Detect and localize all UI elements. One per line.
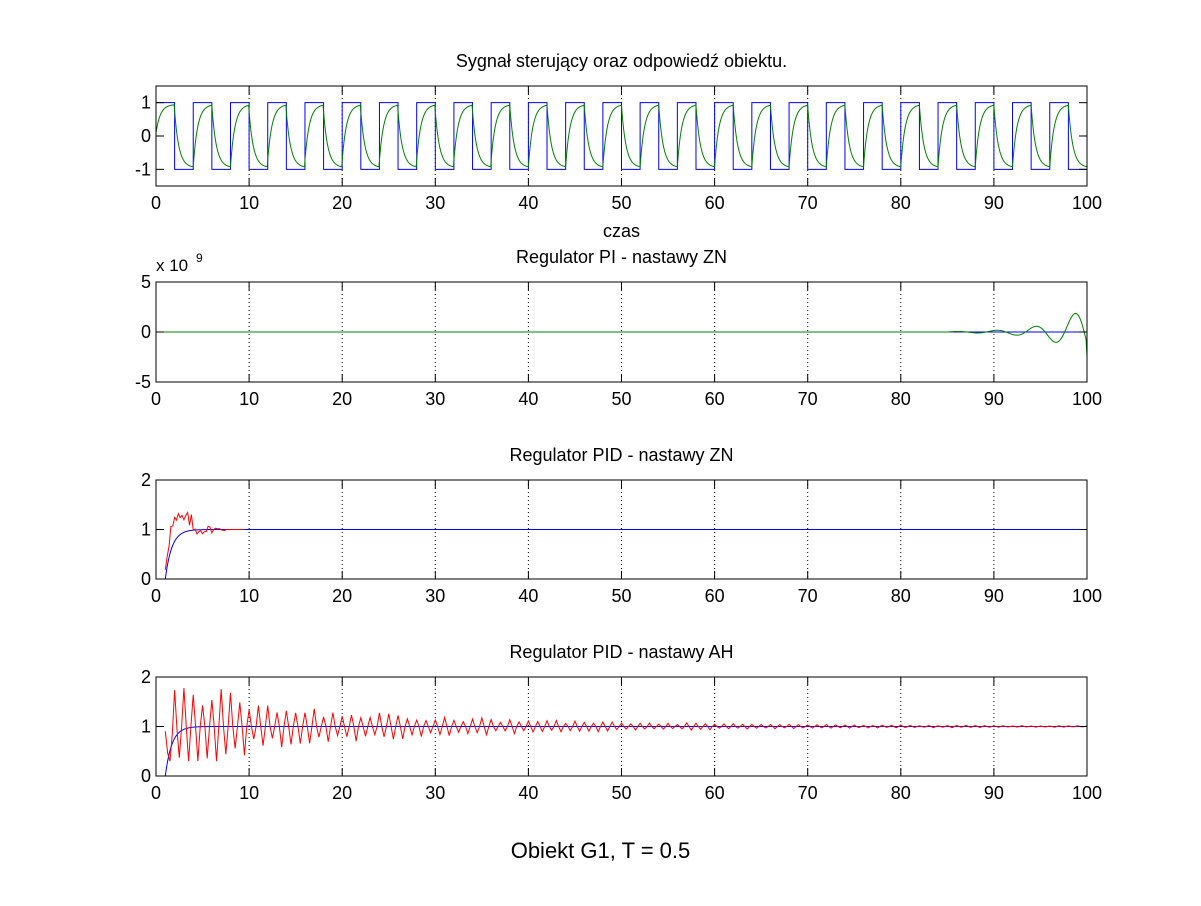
x-tick-label: 10: [239, 389, 259, 409]
x-tick-label: 50: [611, 193, 631, 213]
x-tick-label: 30: [425, 586, 445, 606]
x-tick-label: 100: [1072, 193, 1102, 213]
series-line-1: [155, 102, 1087, 170]
x-tick-label: 100: [1072, 389, 1102, 409]
x-tick-label: 0: [151, 586, 161, 606]
subplot-title: Regulator PID - nastawy AH: [509, 642, 733, 662]
subplot-4: 0 10 20 30 40 50 60 70 80 90 100 0 1 2 Regulator PID -…: [141, 642, 1102, 803]
x-tick-label: 60: [705, 586, 725, 606]
y-tick-label: 1: [141, 520, 151, 540]
x-tick-label: 50: [611, 586, 631, 606]
x-tick-label: 20: [332, 193, 352, 213]
y-tick-label: 1: [141, 93, 151, 113]
x-tick-label: 90: [984, 389, 1004, 409]
x-tick-label: 20: [332, 783, 352, 803]
series-line-2: [164, 687, 1088, 762]
x-tick-label: 100: [1072, 783, 1102, 803]
y-tick-label: 0: [141, 126, 151, 146]
figure-caption: Obiekt G1, T = 0.5: [510, 838, 691, 863]
y-tick-label: 1: [141, 717, 151, 737]
x-tick-label: 40: [518, 389, 538, 409]
subplot-title: Regulator PID - nastawy ZN: [509, 445, 733, 465]
y-tick-label: 5: [141, 272, 151, 292]
x-tick-label: 0: [151, 389, 161, 409]
x-axis-label: czas: [603, 221, 640, 241]
series-line-1: [164, 529, 1087, 580]
series-line-2: [155, 104, 1088, 168]
x-tick-label: 10: [239, 193, 259, 213]
x-tick-label: 40: [518, 586, 538, 606]
x-tick-label: 90: [984, 193, 1004, 213]
y-tick-label: -1: [135, 159, 151, 179]
x-tick-label: 90: [984, 586, 1004, 606]
x-tick-label: 40: [518, 783, 538, 803]
subplot-3: 0 10 20 30 40 50 60 70 80 90 100 0 1 2 Regulator PID -…: [141, 445, 1102, 606]
x-tick-label: 10: [239, 586, 259, 606]
x-tick-label: 60: [705, 389, 725, 409]
x-tick-label: 10: [239, 783, 259, 803]
y-tick-label: -5: [135, 372, 151, 392]
x-tick-label: 60: [705, 193, 725, 213]
x-tick-label: 30: [425, 783, 445, 803]
x-tick-label: 60: [705, 783, 725, 803]
x-tick-label: 50: [611, 389, 631, 409]
x-tick-label: 70: [798, 389, 818, 409]
subplot-title: Sygnał sterujący oraz odpowiedź obiektu.: [456, 51, 787, 71]
x-tick-label: 40: [518, 193, 538, 213]
x-tick-label: 30: [425, 193, 445, 213]
x-tick-label: 0: [151, 193, 161, 213]
x-tick-label: 100: [1072, 586, 1102, 606]
x-tick-label: 80: [891, 389, 911, 409]
x-tick-label: 20: [332, 586, 352, 606]
x-tick-label: 30: [425, 389, 445, 409]
x-tick-label: 0: [151, 783, 161, 803]
y-tick-label: 2: [141, 470, 151, 490]
series-line-2: [156, 312, 1088, 357]
y-tick-label: 0: [141, 569, 151, 589]
x-tick-label: 80: [891, 783, 911, 803]
y-tick-label: 2: [141, 667, 151, 687]
x-tick-label: 80: [891, 193, 911, 213]
y-tick-label: 0: [141, 322, 151, 342]
series-line-2: [164, 511, 244, 570]
x-tick-label: 80: [891, 586, 911, 606]
exponent-value: 9: [196, 251, 203, 265]
x-tick-label: 70: [798, 586, 818, 606]
x-tick-label: 70: [798, 193, 818, 213]
x-tick-label: 70: [798, 783, 818, 803]
series-line-1: [164, 726, 1087, 777]
x-tick-label: 20: [332, 389, 352, 409]
x-tick-label: 90: [984, 783, 1004, 803]
exponent-label: x 10: [156, 256, 188, 275]
subplot-title: Regulator PI - nastawy ZN: [516, 247, 727, 267]
x-tick-label: 50: [611, 783, 631, 803]
y-tick-label: 0: [141, 766, 151, 786]
